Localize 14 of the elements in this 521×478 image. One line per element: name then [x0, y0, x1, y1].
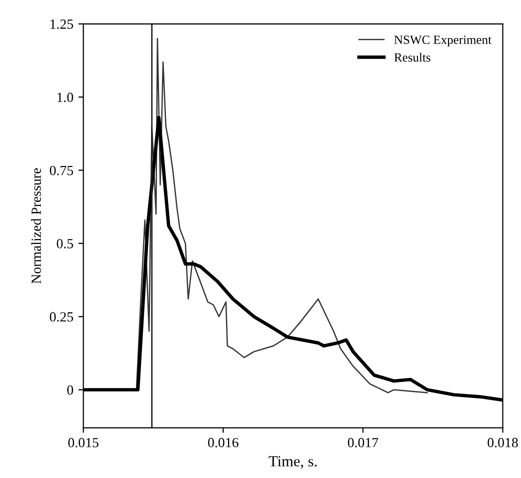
y-tick-label: 1.0: [58, 92, 74, 102]
y-tick-label: 1.25: [50, 20, 74, 29]
x-tick-label: 0.016: [208, 438, 238, 448]
x-axis-title: Time, s.: [268, 456, 317, 469]
y-tick-label: 0.5: [56, 239, 74, 248]
x-tick-label: 0.017: [348, 438, 378, 448]
y-tick-label: 0: [67, 385, 74, 395]
x-tick-label: 0.018: [488, 438, 518, 448]
x-tick-label: 0.015: [68, 438, 98, 448]
y-axis-title: Normalized Pressure: [31, 168, 41, 284]
y-tick-label: 0.75: [50, 166, 74, 176]
legend-label: NSWC Experiment: [394, 36, 492, 47]
y-tick-label: 0.25: [50, 312, 74, 322]
legend-label: Results: [394, 52, 430, 62]
